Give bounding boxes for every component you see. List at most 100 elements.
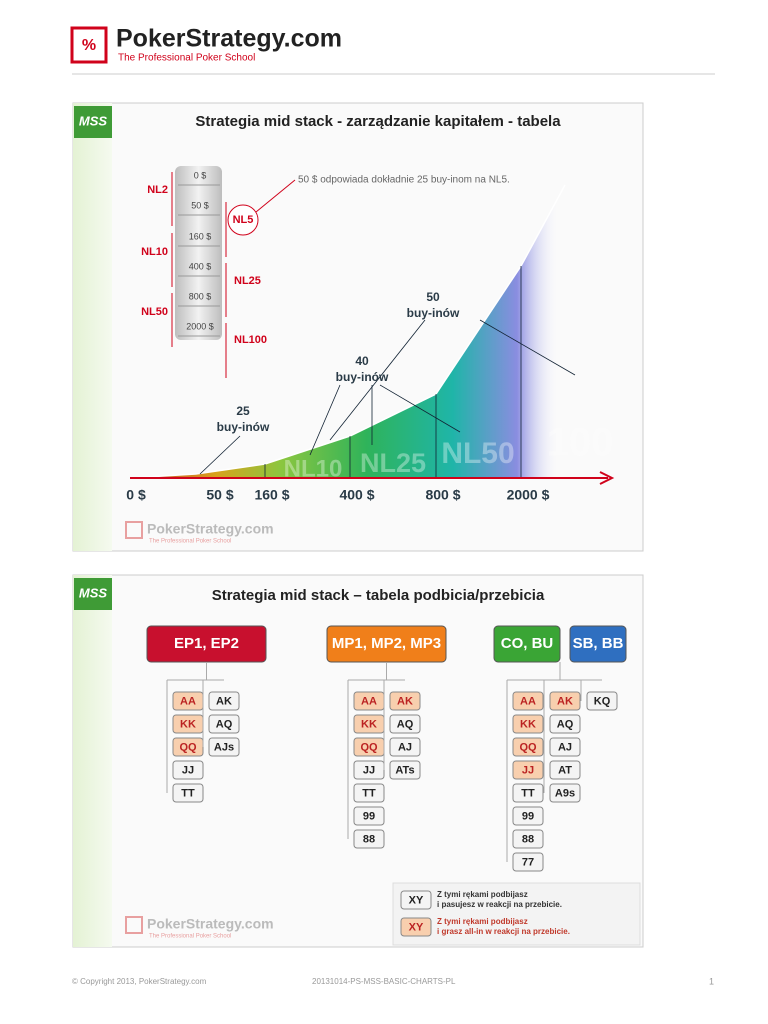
hand-label: A9s: [555, 787, 575, 799]
stack-level: 800 $: [189, 291, 212, 301]
hand-card: [172, 760, 204, 780]
slide-title: Strategia mid stack – tabela podbicia/pr…: [212, 587, 545, 604]
hand-label: AT: [558, 764, 572, 776]
callout: buy-inów: [336, 370, 389, 384]
divider-lines: [264, 266, 522, 478]
hand-label: JJ: [522, 764, 534, 776]
hand-label: 88: [363, 833, 375, 845]
hand-card: [512, 783, 544, 803]
area-label: 100: [547, 421, 614, 465]
area-label: NL25: [360, 448, 426, 478]
hand-card: [512, 737, 544, 757]
left-limit: NL10: [141, 246, 168, 258]
footer-code: 20131014-PS-MSS-BASIC-CHARTS-PL: [312, 977, 456, 986]
hand-card: [353, 783, 385, 803]
hand-label: AQ: [557, 718, 574, 730]
hand-label: 77: [522, 856, 534, 868]
hand-label: AJs: [214, 741, 234, 753]
callout: buy-inów: [217, 420, 270, 434]
stack-level: 160 $: [189, 231, 212, 241]
hand-card: [400, 890, 432, 910]
hand-label: KK: [520, 718, 536, 730]
area-label: NL10: [284, 455, 343, 482]
hand-label: KQ: [594, 695, 611, 707]
hand-label: 99: [363, 810, 375, 822]
hand-label: QQ: [519, 741, 537, 753]
callout: 40: [355, 354, 369, 368]
position-button: [569, 625, 627, 663]
hand-card: [353, 806, 385, 826]
logo-tagline: The Professional Poker School: [118, 53, 255, 64]
axis-label: 50 $: [206, 487, 233, 503]
footer-copyright: © Copyright 2013, PokerStrategy.com: [72, 977, 207, 986]
hand-label: AK: [397, 695, 413, 707]
legend-text: i pasujesz w reakcji na przebicie.: [437, 900, 562, 909]
watermark-icon: [125, 916, 143, 934]
left-limit: NL2: [147, 184, 168, 196]
hand-label: AA: [520, 695, 536, 707]
hand-label: 88: [522, 833, 534, 845]
axis-label: 2000 $: [507, 487, 550, 503]
hand-label: QQ: [179, 741, 197, 753]
legend-box: [392, 882, 641, 946]
watermark-tagline: The Professional Poker School: [149, 539, 231, 545]
stack-level: 400 $: [189, 261, 212, 271]
hand-card: [208, 737, 240, 757]
hand-card: [549, 760, 581, 780]
hand-label: ATs: [395, 764, 414, 776]
slide-strip: [73, 575, 112, 947]
hand-card: [400, 917, 432, 937]
hand-card: [208, 691, 240, 711]
hand-card: [512, 691, 544, 711]
watermark-icon: [125, 521, 143, 539]
watermark-tagline: The Professional Poker School: [149, 934, 231, 940]
hand-label: AK: [557, 695, 573, 707]
axis-label: 0 $: [126, 487, 146, 503]
hand-label: KK: [180, 718, 196, 730]
hand-card: [353, 829, 385, 849]
right-limit: NL100: [234, 334, 267, 346]
watermark: PokerStrategy.com: [147, 916, 274, 932]
stack-level: 50 $: [191, 200, 209, 210]
badge-text: MSS: [79, 585, 108, 600]
hand-label: AJ: [558, 741, 572, 753]
hand-card: [512, 760, 544, 780]
hand-card: [549, 737, 581, 757]
hand-card: [549, 714, 581, 734]
hand-label: AQ: [397, 718, 414, 730]
note-pointer: [255, 179, 296, 213]
logo-text: PokerStrategy.com: [116, 25, 342, 53]
position-label: EP1, EP2: [174, 635, 239, 652]
callout: buy-inów: [407, 306, 460, 320]
footer-page: 1: [709, 976, 714, 986]
slide-title: Strategia mid stack - zarządzanie kapita…: [195, 113, 561, 130]
badge-text: MSS: [79, 113, 108, 128]
hand-card: [389, 691, 421, 711]
hand-card: [549, 783, 581, 803]
axis-label: 400 $: [339, 487, 374, 503]
slide-strip: [73, 103, 112, 551]
stack-level: 0 $: [194, 170, 207, 180]
position-label: CO, BU: [501, 635, 554, 652]
axis-label: 800 $: [425, 487, 460, 503]
hand-label: XY: [409, 921, 424, 933]
watermark: PokerStrategy.com: [147, 521, 274, 537]
stack-level: 2000 $: [186, 321, 214, 331]
area-label: NL50: [441, 437, 514, 470]
legend-text: Z tymi rękami podbijasz: [437, 917, 528, 926]
hand-label: AA: [361, 695, 377, 707]
right-limit: NL5: [233, 214, 254, 226]
hand-label: JJ: [363, 764, 375, 776]
badge: [74, 106, 112, 138]
hand-card: [389, 760, 421, 780]
callout: 50: [426, 290, 440, 304]
hand-card: [172, 783, 204, 803]
callout-lines: [199, 319, 576, 475]
highlight-circle: [227, 204, 259, 236]
hand-card: [549, 691, 581, 711]
hand-label: TT: [362, 787, 376, 799]
hand-card: [389, 737, 421, 757]
logo-icon: [70, 26, 108, 64]
hand-label: JJ: [182, 764, 194, 776]
